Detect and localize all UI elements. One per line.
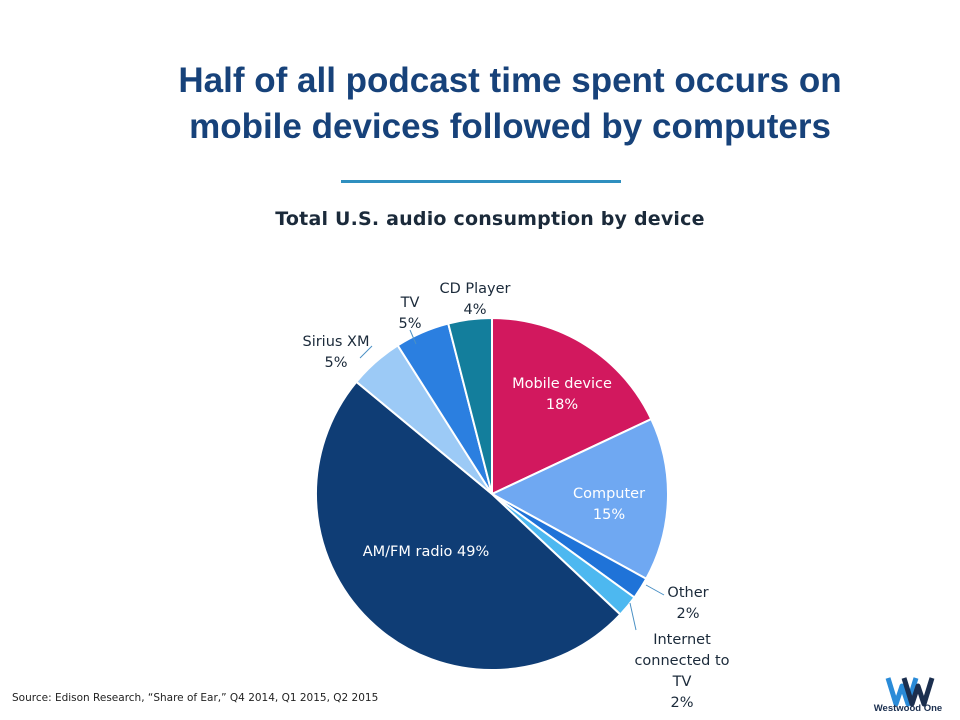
headline-line-1: Half of all podcast time spent occurs on [178, 61, 842, 100]
leader-line-sirius-xm [359, 345, 373, 359]
data-label-am-fm-radio: AM/FM radio 49% [363, 544, 490, 560]
data-label-computer: Computer 15% [573, 486, 645, 523]
westwood-one-logo-icon [885, 677, 935, 707]
leader-line-tv [409, 329, 417, 345]
source-note: Source: Edison Research, “Share of Ear,”… [12, 692, 379, 704]
data-label-other: Other 2% [667, 585, 708, 622]
pie-slice-mobile-device [491, 316, 653, 496]
data-label-sirius-xm: Sirius XM 5% [302, 334, 369, 371]
data-label-internet-connected-to-tv: Internet connected to TV 2% [634, 632, 729, 711]
data-label-cd-player: CD Player 4% [439, 281, 510, 318]
logo-text: Westwood One [873, 703, 943, 714]
chart-title: Total U.S. audio consumption by device [275, 208, 705, 230]
leader-line-other [645, 584, 665, 596]
leader-line-internet-connected-to-tv [629, 602, 637, 631]
data-label-tv: TV 5% [398, 295, 421, 332]
headline-line-2: mobile devices followed by computers [189, 107, 831, 146]
pie-slice-computer [489, 417, 669, 581]
pie-slice-am-fm-radio [314, 380, 622, 672]
headline: Half of all podcast time spent occurs on… [70, 58, 950, 150]
title-divider [341, 180, 621, 183]
pie-slice-cd-player [447, 316, 493, 495]
data-label-mobile-device: Mobile device 18% [512, 376, 612, 413]
